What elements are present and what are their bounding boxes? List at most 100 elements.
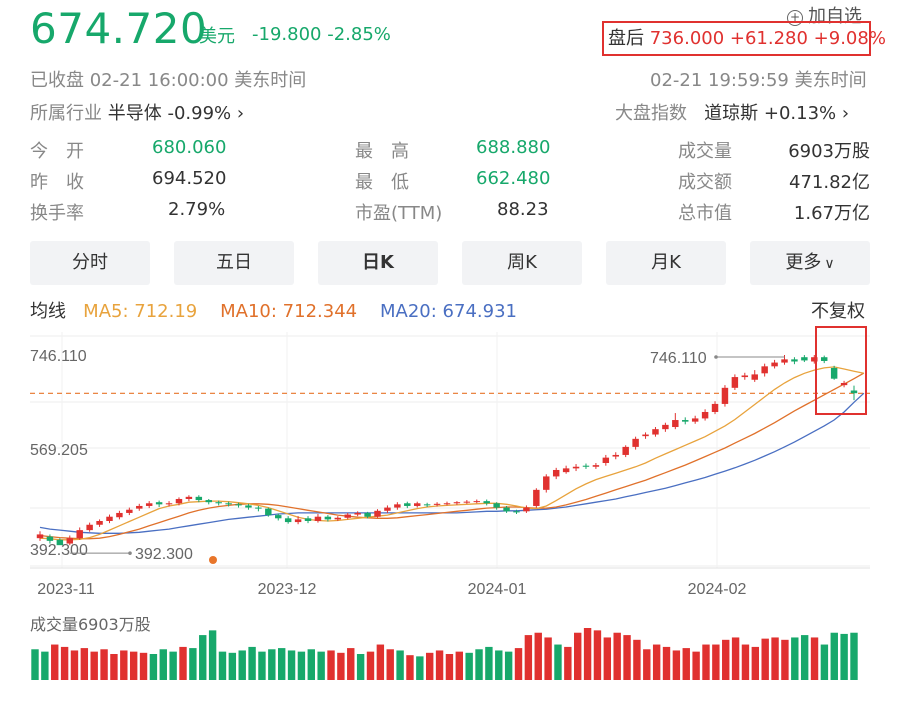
candle — [850, 390, 858, 394]
volume-bar — [228, 652, 237, 680]
stat-volume-label: 成交量 — [678, 141, 732, 162]
candle — [136, 505, 143, 509]
candle — [374, 510, 381, 517]
kline-chart[interactable]: 746.110 569.205 392.300 746.110 392.300 2023-… — [0, 322, 913, 604]
volume-bar — [218, 651, 227, 680]
candle — [811, 357, 818, 362]
candle — [642, 434, 649, 437]
candle — [562, 468, 570, 473]
volume-bar — [613, 632, 621, 680]
candle — [56, 539, 64, 546]
candle — [185, 496, 193, 499]
volume-bar — [396, 650, 404, 680]
volume-bar — [120, 650, 128, 680]
candle — [543, 476, 550, 490]
stat-mktcap-value: 1.67万亿 — [793, 203, 870, 224]
volume-bar — [771, 637, 779, 680]
candle — [76, 530, 83, 539]
volume-bar — [287, 650, 296, 680]
index-link[interactable]: 大盘指数 道琼斯 +0.13% › — [615, 99, 849, 125]
tab-daily-k[interactable]: 日K — [318, 241, 438, 285]
candle — [662, 424, 669, 430]
industry-link[interactable]: 所属行业 半导体 -0.99% › — [30, 99, 244, 125]
plus-icon: + — [787, 10, 803, 26]
adjustment-toggle[interactable]: 不复权 — [811, 301, 865, 322]
volume-bar — [781, 639, 789, 680]
volume-bar — [366, 651, 375, 680]
candle — [255, 507, 262, 509]
volume-bar — [761, 638, 769, 680]
volume-bar — [712, 644, 720, 680]
volume-bar — [70, 650, 79, 680]
ma20-value: MA20: 674.931 — [380, 301, 517, 322]
volume-bar — [475, 649, 483, 680]
stat-prevclose-label: 昨 收 — [30, 172, 84, 193]
candle — [791, 359, 798, 362]
ma10-value: MA10: 712.344 — [220, 301, 358, 322]
volume-bar — [544, 637, 552, 680]
candle — [652, 429, 659, 435]
volume-bar — [238, 650, 246, 680]
candle — [175, 498, 183, 504]
chevron-down-icon: ∨ — [824, 256, 835, 272]
volume-bar — [534, 632, 542, 680]
candle — [552, 469, 560, 477]
after-hours-box: 盘后 736.000 +61.280 +9.08% — [602, 21, 886, 56]
tab-five-day[interactable]: 五日 — [174, 241, 294, 285]
candle — [721, 387, 729, 404]
volume-bar — [554, 644, 562, 680]
candle — [384, 507, 391, 511]
stat-low-value: 662.480 — [476, 168, 551, 189]
volume-bar — [455, 651, 464, 680]
candle — [324, 516, 332, 520]
candle — [443, 503, 451, 505]
candle — [672, 420, 679, 428]
volume-bar — [208, 630, 217, 680]
volume-bar — [682, 648, 690, 680]
candle — [275, 515, 282, 519]
candle — [314, 516, 322, 521]
candle — [682, 420, 689, 422]
volume-bar — [337, 652, 345, 680]
volume-bar — [504, 651, 513, 680]
after-hours-value: 736.000 +61.280 +9.08% — [649, 28, 886, 49]
price-change: -19.800 -2.85% — [252, 24, 391, 45]
tab-more[interactable]: 更多 ∨ — [750, 241, 870, 285]
candle — [751, 374, 758, 380]
candle — [126, 509, 133, 513]
candle — [46, 536, 54, 541]
candle — [483, 501, 490, 504]
volume-bar — [791, 637, 799, 680]
volume-bar — [751, 646, 760, 680]
candle — [334, 517, 342, 520]
stat-pe-value: 88.23 — [497, 199, 549, 220]
industry-value: 半导体 -0.99% — [107, 103, 232, 124]
candle — [294, 519, 302, 523]
volume-bar — [435, 650, 444, 680]
volume-bar — [307, 649, 315, 680]
price-axis-label: 392.300 — [30, 542, 88, 559]
volume-bar — [189, 648, 197, 680]
candle — [503, 507, 510, 512]
tab-monthly-k[interactable]: 月K — [606, 241, 726, 285]
volume-bar — [356, 654, 365, 680]
after-hours-label: 盘后 — [608, 28, 644, 49]
volume-bar — [603, 637, 612, 680]
stat-high-value: 688.880 — [476, 137, 551, 158]
tab-weekly-k[interactable]: 周K — [462, 241, 582, 285]
x-tick-label: 2024-01 — [468, 581, 527, 598]
tab-intraday[interactable]: 分时 — [30, 241, 150, 285]
volume-bar — [317, 651, 325, 680]
volume-bar — [840, 633, 848, 680]
volume-bar — [169, 651, 177, 680]
volume-bar — [248, 646, 256, 680]
volume-bar — [702, 644, 710, 680]
ma20-line — [39, 392, 865, 534]
candle — [86, 524, 93, 531]
stat-low-label: 最 低 — [355, 172, 409, 193]
candle — [781, 359, 788, 363]
index-value: 道琼斯 +0.13% — [704, 103, 837, 124]
x-tick-label: 2023-11 — [37, 581, 95, 598]
volume-bar — [672, 650, 681, 680]
candle — [741, 375, 749, 378]
